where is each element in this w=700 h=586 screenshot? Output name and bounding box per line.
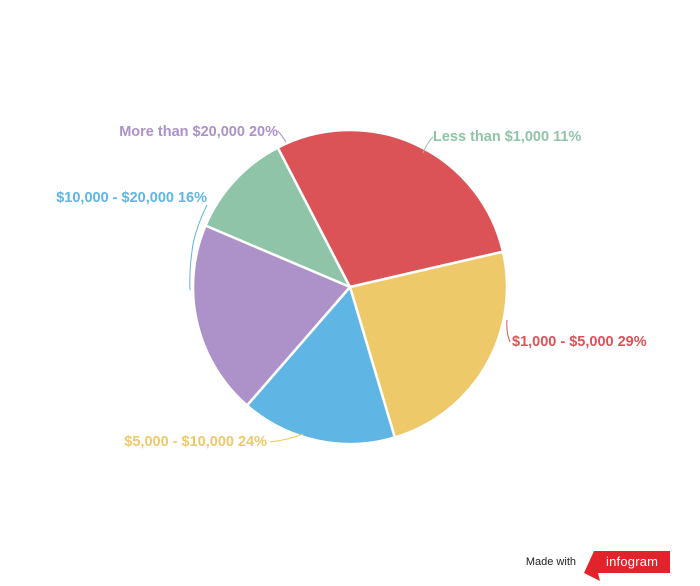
pie-slice[interactable] <box>191 224 352 407</box>
pie-slice[interactable] <box>348 250 509 439</box>
pie-slice[interactable] <box>204 146 352 289</box>
made-with-badge[interactable]: Made with infogram <box>525 550 670 581</box>
leader-lines <box>189 130 511 443</box>
slice-label: More than $20,000 20% <box>119 124 278 140</box>
infogram-logo-text: infogram <box>606 554 659 569</box>
leader-line <box>269 433 304 443</box>
leader-line <box>506 319 511 343</box>
pie-slice[interactable] <box>276 128 505 289</box>
slice-label: $5,000 - $10,000 24% <box>124 434 267 450</box>
leader-line <box>189 204 208 291</box>
slice-label: $1,000 - $5,000 29% <box>512 334 647 350</box>
made-with-text: Made with <box>525 556 576 568</box>
leader-line <box>277 130 287 143</box>
slice-label: $10,000 - $20,000 16% <box>56 190 207 206</box>
leader-line <box>422 136 434 154</box>
slice-label: Less than $1,000 11% <box>433 129 581 145</box>
slice-labels: Less than $1,000 11% $1,000 - $5,000 29% $… <box>56 124 647 450</box>
pie-slice[interactable] <box>245 285 397 446</box>
infogram-logo[interactable]: infogram <box>584 551 670 581</box>
infogram-logo-flag-icon <box>584 551 670 581</box>
pie-slices <box>191 128 509 446</box>
